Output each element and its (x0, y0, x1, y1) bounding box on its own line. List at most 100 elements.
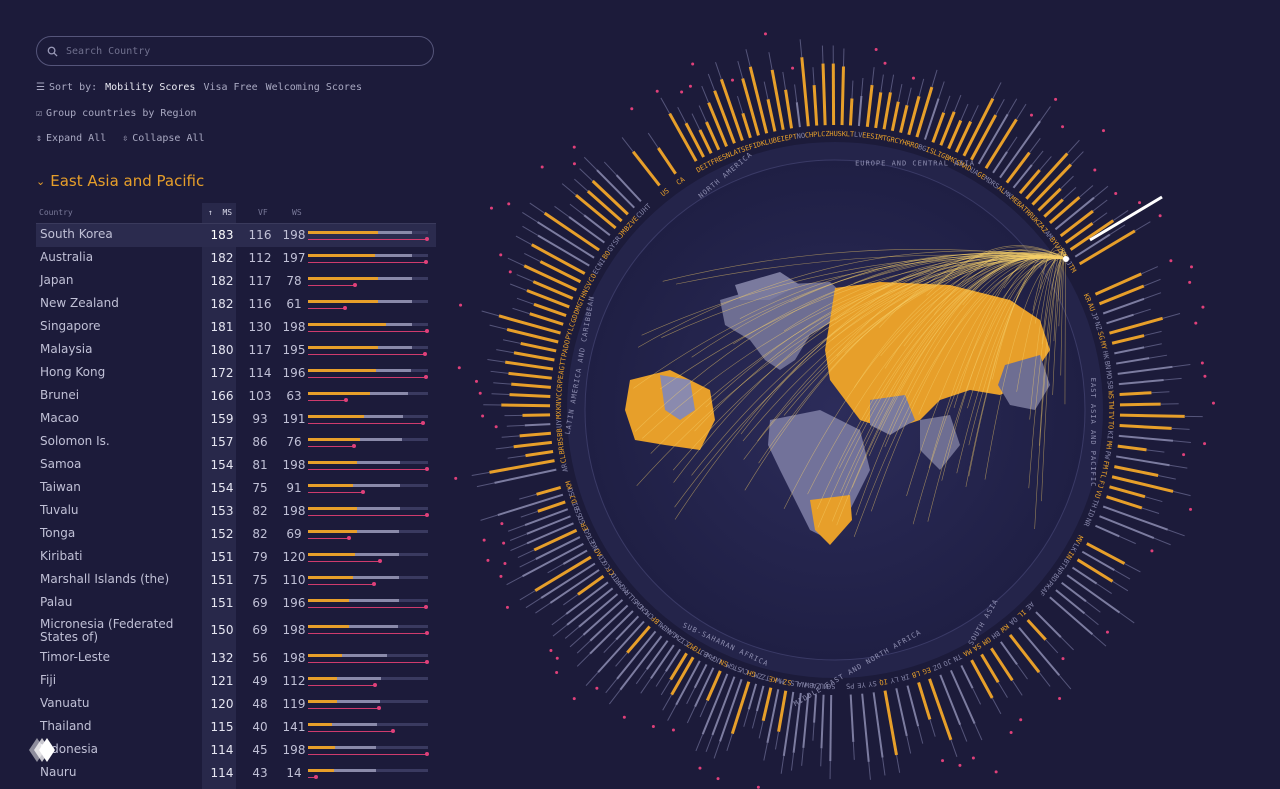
country-spike[interactable] (795, 102, 801, 128)
country-code-label[interactable]: AL (996, 184, 1008, 195)
country-code-label[interactable]: FR (710, 156, 722, 167)
country-code-label[interactable]: JM (617, 228, 629, 240)
country-spike[interactable] (1048, 196, 1081, 225)
country-code-label[interactable]: FI (748, 141, 758, 151)
country-spike[interactable] (536, 221, 595, 259)
country-code-label[interactable]: SY (867, 679, 877, 688)
country-code-label[interactable]: JO (942, 657, 953, 668)
sort-option-mobility[interactable]: Mobility Scores (105, 82, 196, 93)
country-code-label[interactable]: HU (829, 130, 837, 138)
region-header[interactable]: ⌄ East Asia and Pacific (36, 172, 204, 190)
country-spike[interactable] (582, 599, 624, 636)
country-code-label[interactable]: US (659, 187, 671, 198)
country-code-label[interactable]: LY (889, 675, 900, 685)
country-spike[interactable] (813, 694, 817, 723)
country-code-label[interactable]: IR (899, 672, 910, 682)
country-code-label[interactable]: ZA (811, 681, 821, 690)
country-spike[interactable] (1074, 233, 1111, 258)
country-code-label[interactable]: JP (1090, 311, 1100, 322)
country-spike[interactable] (820, 694, 825, 749)
country-spike[interactable] (1119, 402, 1161, 407)
country-spike[interactable] (1109, 485, 1146, 499)
country-code-label[interactable]: IL (1016, 608, 1028, 620)
country-spike[interactable] (741, 112, 752, 139)
country-code-label[interactable]: AM (1043, 229, 1055, 241)
country-code-label[interactable]: VU (1093, 489, 1103, 499)
country-spike[interactable] (1111, 475, 1174, 493)
country-code-label[interactable]: YE (857, 680, 866, 689)
country-code-label[interactable]: GE (975, 170, 986, 181)
country-spike[interactable] (670, 656, 695, 696)
country-spike[interactable] (591, 179, 629, 216)
country-code-label[interactable]: PW (1103, 450, 1112, 460)
country-spike[interactable] (684, 122, 705, 158)
country-spike[interactable] (829, 694, 833, 762)
country-code-label[interactable]: UA (969, 166, 981, 178)
country-code-label[interactable]: DM (572, 305, 583, 316)
country-spike[interactable] (766, 689, 780, 744)
country-spike[interactable] (713, 90, 736, 144)
country-spike[interactable] (1099, 515, 1155, 539)
country-spike[interactable] (539, 260, 582, 284)
country-spike[interactable] (565, 581, 609, 615)
country-code-label[interactable]: FJ (1096, 479, 1106, 489)
country-spike[interactable] (1066, 574, 1121, 614)
country-spike[interactable] (489, 459, 555, 474)
country-code-label[interactable]: SK (837, 130, 846, 138)
country-spike[interactable] (701, 673, 729, 735)
country-code-label[interactable]: CA (675, 175, 687, 187)
country-code-label[interactable]: NZ (1093, 321, 1103, 331)
country-spike[interactable] (1031, 163, 1073, 206)
country-spike[interactable] (506, 327, 559, 344)
table-row[interactable]: Thailand 115 40 141 (36, 716, 436, 739)
country-code-label[interactable]: TD (609, 571, 620, 583)
country-code-label[interactable]: SS (574, 507, 585, 518)
expand-icon[interactable]: ⇕ (36, 133, 43, 144)
country-spike[interactable] (1102, 297, 1145, 315)
country-spike[interactable] (1117, 444, 1147, 452)
country-code-label[interactable]: ZM (753, 670, 763, 680)
country-code-label[interactable]: TL (1098, 470, 1108, 480)
country-code-label[interactable]: FM (1101, 460, 1111, 470)
country-spike[interactable] (536, 485, 562, 496)
country-spike[interactable] (1037, 187, 1062, 212)
country-code-label[interactable]: AE (1024, 600, 1036, 612)
country-code-label[interactable]: TO (1106, 421, 1114, 430)
country-spike[interactable] (792, 692, 802, 753)
country-code-label[interactable]: MT (878, 133, 888, 142)
country-spike[interactable] (534, 555, 592, 592)
country-spike[interactable] (1008, 633, 1041, 674)
country-spike[interactable] (882, 92, 892, 130)
country-spike[interactable] (917, 682, 932, 720)
table-row[interactable]: South Korea 183 116 198 (36, 224, 436, 247)
country-code-label[interactable]: CD (597, 553, 608, 564)
country-spike[interactable] (1116, 455, 1170, 467)
country-code-label[interactable]: CZ (821, 130, 830, 138)
country-spike[interactable] (526, 515, 571, 535)
country-code-label[interactable]: SM (954, 158, 965, 169)
country-spike[interactable] (668, 112, 698, 162)
table-row[interactable]: Brunei 166 103 63 (36, 385, 436, 408)
country-code-label[interactable]: LU (764, 137, 774, 147)
country-spike[interactable] (513, 440, 553, 449)
country-spike[interactable] (675, 660, 701, 706)
country-code-label[interactable]: TZ (761, 672, 771, 682)
country-spike[interactable] (524, 508, 569, 526)
table-row[interactable]: Kiribati 151 79 120 (36, 546, 436, 569)
country-spike[interactable] (589, 610, 634, 655)
country-code-label[interactable]: RW (704, 651, 716, 662)
country-code-label[interactable]: SC (827, 682, 836, 690)
country-code-label[interactable]: CG (601, 559, 612, 570)
country-code-label[interactable]: LT (846, 130, 856, 138)
table-row[interactable]: Taiwan 154 75 91 (36, 477, 436, 500)
country-spike[interactable] (874, 92, 883, 129)
country-spike[interactable] (848, 98, 854, 126)
table-row[interactable]: Indonesia 114 45 198 (36, 739, 436, 762)
country-spike[interactable] (890, 101, 900, 132)
country-spike[interactable] (693, 663, 708, 689)
country-code-label[interactable]: DJ (569, 494, 579, 505)
country-spike[interactable] (1116, 357, 1150, 365)
country-code-label[interactable]: CF (605, 565, 616, 577)
country-spike[interactable] (748, 66, 769, 134)
country-code-label[interactable]: MD (982, 175, 993, 186)
